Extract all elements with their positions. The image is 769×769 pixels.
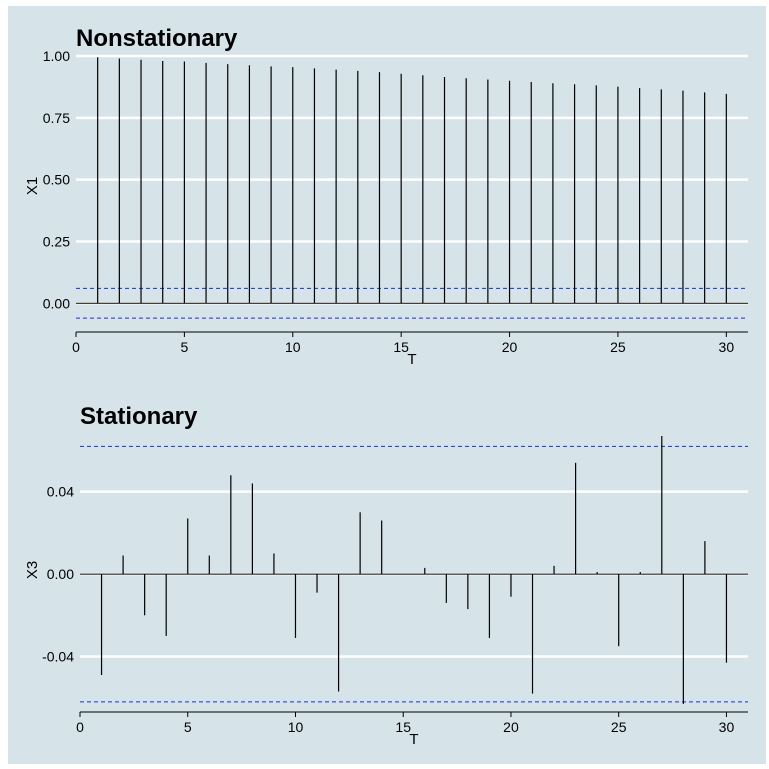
stationary-y-tick-label: 0.00	[47, 566, 74, 582]
nonstationary-x-tick-label: 5	[180, 339, 188, 355]
stationary-y-tick-label: 0.04	[47, 484, 74, 500]
nonstationary-x-tick-label: 0	[72, 339, 80, 355]
stationary-x-tick-label: 15	[395, 719, 411, 735]
stationary-y-tick-label: -0.04	[42, 648, 74, 664]
nonstationary-x-tick-label: 25	[610, 339, 626, 355]
nonstationary-y-tick-label: 0.00	[43, 295, 70, 311]
stationary-x-tick-label: 30	[719, 719, 735, 735]
stationary-x-tick-label: 20	[503, 719, 519, 735]
nonstationary-x-tick-label: 30	[719, 339, 735, 355]
stationary-x-axis-label: T	[409, 731, 418, 748]
stationary-x-tick-label: 0	[76, 719, 84, 735]
nonstationary-panel: Nonstationary 0.00 0.25 0.50 0.75 1.00 0 5 10 1…	[24, 25, 748, 368]
nonstationary-x-tick-label: 20	[502, 339, 518, 355]
chart-canvas: Nonstationary 0.00 0.25 0.50 0.75 1.00 0 5 10 1…	[24, 25, 748, 748]
nonstationary-y-axis-label: X1	[24, 177, 41, 195]
stationary-x-tick-label: 10	[288, 719, 304, 735]
stationary-panel: Stationary -0.040.000.04 0 5 10 15 20 25 30 T …	[24, 403, 748, 748]
nonstationary-y-tick-label: 1.00	[43, 48, 70, 64]
figure-background: Nonstationary 0.00 0.25 0.50 0.75 1.00 0 5 10 1…	[8, 6, 766, 764]
nonstationary-x-axis-label: T	[407, 351, 416, 368]
nonstationary-y-tick-label: 0.25	[43, 233, 70, 249]
nonstationary-x-tick-label: 15	[393, 339, 409, 355]
stationary-y-axis-label: X3	[24, 561, 41, 579]
nonstationary-title: Nonstationary	[76, 25, 238, 52]
nonstationary-y-tick-label: 0.75	[43, 110, 70, 126]
stationary-title: Stationary	[80, 403, 198, 430]
nonstationary-x-tick-label: 10	[285, 339, 301, 355]
nonstationary-y-tick-label: 0.50	[43, 172, 70, 188]
stationary-x-tick-label: 5	[184, 719, 192, 735]
stationary-x-tick-label: 25	[611, 719, 627, 735]
